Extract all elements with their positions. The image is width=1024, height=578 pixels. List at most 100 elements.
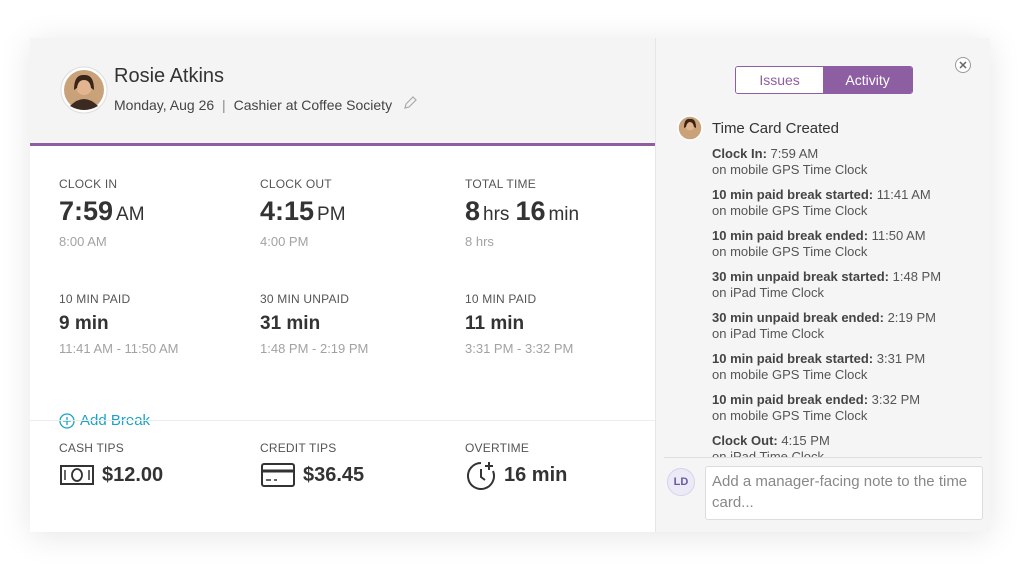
activity-title: Time Card Created [712,120,839,137]
break-label: 30 MIN UNPAID [260,292,350,306]
time-label: CLOCK OUT [260,177,332,191]
entry-time: 3:31 PM [876,351,926,366]
time-sub: 8 hrs [465,234,494,249]
entry-time: 7:59 AM [770,146,819,161]
break-range: 11:41 AM - 11:50 AM [59,341,179,356]
header: Rosie Atkins Monday, Aug 26 | Cashier at… [30,38,655,146]
entry-source: on mobile GPS Time Clock [712,408,868,423]
activity-entry: 30 min unpaid break ended: 2:19 PM on iPa… [712,310,982,351]
date: Monday, Aug 26 [114,97,215,113]
activity-avatar [677,115,703,141]
activity-entry: Clock In: 7:59 AM on mobile GPS Time Cloc… [712,146,982,187]
entry-line: Clock In: 7:59 AM [712,146,982,162]
activity-entry: Clock Out: 4:15 PM on iPad Time Clock [712,433,982,457]
role: Cashier at Coffee Society [233,97,393,113]
separator: | [222,97,226,113]
activity-entry: 30 min unpaid break started: 1:48 PM on i… [712,269,982,310]
unit: PM [317,204,346,225]
time-sub: 4:00 PM [260,234,309,249]
tip-row: $36.45 [260,456,364,494]
entry-time: 1:48 PM [892,269,942,284]
activity-entry: 10 min paid break ended: 3:32 PM on mobil… [712,392,982,433]
unit: AM [116,204,145,225]
entry-time: 11:50 AM [871,228,926,243]
tab[interactable]: Issues [736,67,824,93]
tip-value: 16 min [504,463,568,486]
entry-source: on mobile GPS Time Clock [712,244,868,259]
activity-panel: Issues Activity Time Card Created Clock I… [655,38,990,532]
number: 8 [465,196,481,226]
break-label: 10 MIN PAID [59,292,131,306]
entry-line: 10 min paid break started: 11:41 AM [712,187,982,203]
entry-source: on iPad Time Clock [712,285,824,300]
employee-name: Rosie Atkins [114,65,225,87]
cash-icon [60,465,94,485]
break-range: 1:48 PM - 2:19 PM [260,341,369,356]
entry-time: 11:41 AM [876,187,931,202]
time-value: 7:59 AM [59,196,151,227]
entry-line: 10 min paid break ended: 11:50 AM [712,228,982,244]
tip-row: 16 min [465,456,567,494]
tip-label: OVERTIME [465,441,530,455]
entry-line: 30 min unpaid break started: 1:48 PM [712,269,982,285]
tabs: Issues Activity [735,66,913,94]
tip-value: $12.00 [102,463,164,486]
user-initials: LD [667,468,695,496]
entry-label: 10 min paid break started: [712,351,874,366]
break-value: 31 min [260,313,321,334]
overtime-icon [467,462,495,490]
unit: hrs [483,204,510,225]
entry-line: 10 min paid break started: 3:31 PM [712,351,982,367]
tip-label: CREDIT TIPS [260,441,337,455]
break-value: 11 min [465,313,525,334]
entry-label: 30 min unpaid break ended: [712,310,884,325]
time-sub: 8:00 AM [59,234,107,249]
entry-source: on mobile GPS Time Clock [712,367,868,382]
entry-source: on mobile GPS Time Clock [712,162,868,177]
break-range: 3:31 PM - 3:32 PM [465,341,574,356]
avatar [60,66,108,114]
divider [664,457,982,458]
break-value: 9 min [59,313,109,334]
activity-entry: 10 min paid break started: 11:41 AM on mo… [712,187,982,228]
divider [30,420,655,421]
entry-source: on iPad Time Clock [712,449,824,457]
number: 4:15 [260,196,315,226]
entry-time: 4:15 PM [781,433,830,448]
entry-label: 10 min paid break ended: [712,392,869,407]
time-card: Rosie Atkins Monday, Aug 26 | Cashier at… [30,38,990,532]
entry-label: 10 min paid break ended: [712,228,869,243]
note-input[interactable]: Add a manager-facing note to the time ca… [705,466,983,520]
entry-label: Clock Out: [712,433,778,448]
entry-label: 10 min paid break started: [712,187,874,202]
number: 7:59 [59,196,114,226]
activity-entry: 10 min paid break ended: 11:50 AM on mobi… [712,228,982,269]
time-value: 4:15 PM [260,196,352,227]
entry-source: on mobile GPS Time Clock [712,203,868,218]
time-label: TOTAL TIME [465,177,536,191]
number: 16 [515,196,546,226]
entry-time: 3:32 PM [871,392,921,407]
tip-label: CASH TIPS [59,441,124,455]
tab[interactable]: Activity [823,67,912,93]
entry-label: 30 min unpaid break started: [712,269,889,284]
entry-line: 10 min paid break ended: 3:32 PM [712,392,982,408]
tip-row: $12.00 [59,456,163,494]
break-label: 10 MIN PAID [465,292,537,306]
activity-entry: 10 min paid break started: 3:31 PM on mob… [712,351,982,392]
time-value: 8 hrs 16 min [465,196,585,227]
card-icon [261,463,295,487]
entry-line: Clock Out: 4:15 PM [712,433,982,449]
entry-label: Clock In: [712,146,767,161]
edit-icon[interactable] [402,96,418,110]
close-button[interactable] [954,56,972,74]
entry-line: 30 min unpaid break ended: 2:19 PM [712,310,982,326]
tip-value: $36.45 [303,463,365,486]
employee-info: Monday, Aug 26 | Cashier at Coffee Socie… [114,96,418,113]
unit: min [548,204,580,225]
entry-time: 2:19 PM [887,310,936,325]
details: CLOCK IN 7:59 AM 8:00 AM CLOCK OUT 4:15 PM 4:00… [30,146,655,532]
entry-source: on iPad Time Clock [712,326,824,341]
activity-list: Clock In: 7:59 AM on mobile GPS Time Cloc… [712,146,982,457]
time-label: CLOCK IN [59,177,118,191]
